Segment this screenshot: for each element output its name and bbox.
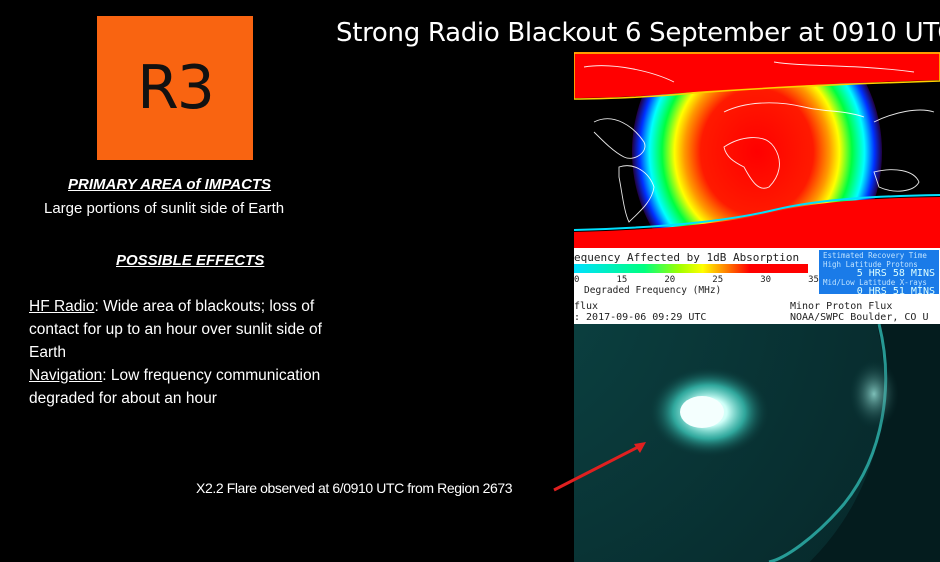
effect-text: : Wide area of blackouts; loss of contac… [29,298,322,361]
effect-navigation: Navigation: Low frequency communication … [29,364,359,410]
tick: 35 [808,275,819,285]
scale-label: R3 [137,53,215,123]
world-map-icon [574,52,940,248]
slide-title: Strong Radio Blackout 6 September at 091… [336,18,940,48]
recovery-time-box: Estimated Recovery Time High Latitude Pr… [819,250,939,297]
effect-hf-radio: HF Radio: Wide area of blackouts; loss o… [29,295,359,364]
tick: 30 [760,275,772,285]
low-lat-label: Mid/Low Latitude X-rays [823,278,927,287]
possible-effects-heading: POSSIBLE EFFECTS [116,252,265,269]
primary-area-heading: PRIMARY AREA of IMPACTS [68,176,272,193]
frequency-color-scale [574,264,808,273]
solar-flare-image [574,324,940,562]
drap-absorption-map [574,52,940,248]
footer-right-2: NOAA/SWPC Boulder, CO U [790,312,929,323]
high-lat-value: 5 HRS 58 MINS [856,268,935,279]
footer-left-1: flux [574,301,599,312]
axis-label: Degraded Frequency (MHz) [584,285,722,296]
low-lat-value: 0 HRS 51 MINS [856,286,935,297]
footer-left-2: : 2017-09-06 09:29 UTC [574,312,707,323]
primary-area-text: Large portions of sunlit side of Earth [44,200,285,217]
tick: 15 [616,275,628,285]
effects-list: HF Radio: Wide area of blackouts; loss o… [29,295,359,410]
sun-flare-icon [574,324,940,562]
recovery-title: Estimated Recovery Time [823,251,927,260]
high-lat-label: High Latitude Protons [823,260,918,269]
footer-right-1: Minor Proton Flux [790,301,893,312]
tick: 25 [712,275,724,285]
drap-legend-panel: equency Affected by 1dB Absorption 0 15 … [574,248,940,324]
effect-label: HF Radio [29,298,95,315]
r3-scale-badge: R3 [97,16,253,160]
effect-label: Navigation [29,367,103,384]
pointer-arrow-icon [553,442,646,492]
tick: 20 [664,275,676,285]
effect-text: : Low frequency communication degraded f… [29,367,321,407]
tick: 0 [574,275,580,285]
legend-title: equency Affected by 1dB Absorption [574,251,800,264]
scale-ticks: 0 15 20 25 30 35 [574,275,819,285]
flare-caption: X2.2 Flare observed at 6/0910 UTC from R… [196,480,513,496]
